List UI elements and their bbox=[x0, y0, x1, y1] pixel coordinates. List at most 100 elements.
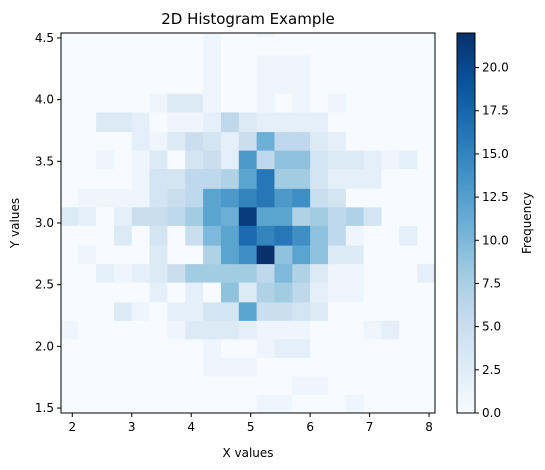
heatmap-cell bbox=[131, 188, 150, 208]
heatmap-cell bbox=[220, 55, 240, 76]
heatmap-cell bbox=[417, 245, 436, 265]
heatmap-cell bbox=[327, 357, 347, 377]
heatmap-cell bbox=[274, 338, 293, 358]
heatmap-cell bbox=[292, 206, 311, 226]
heatmap-cell bbox=[381, 111, 400, 133]
heatmap-cell bbox=[149, 357, 168, 377]
heatmap-cell bbox=[238, 394, 258, 414]
heatmap-cell bbox=[96, 36, 115, 56]
heatmap-cell bbox=[149, 33, 168, 38]
heatmap-cell bbox=[96, 168, 115, 189]
colorbar-label: Frequency bbox=[520, 192, 534, 254]
heatmap-cell bbox=[417, 33, 436, 38]
heatmap-cell bbox=[78, 357, 97, 377]
heatmap-cell bbox=[327, 320, 347, 340]
y-tick-label: 4.0 bbox=[35, 93, 54, 107]
heatmap-cell bbox=[399, 263, 418, 283]
heatmap-cell bbox=[310, 225, 329, 246]
heatmap-cell bbox=[399, 375, 418, 395]
heatmap-cell bbox=[61, 357, 79, 377]
heatmap-cell bbox=[274, 375, 293, 395]
heatmap-cell bbox=[78, 225, 97, 246]
heatmap-cell bbox=[256, 74, 275, 94]
heatmap-cell bbox=[292, 263, 311, 283]
heatmap-cell bbox=[61, 131, 79, 151]
heatmap-cell bbox=[167, 206, 186, 226]
heatmap-cell bbox=[238, 36, 258, 56]
heatmap-cell bbox=[381, 168, 400, 189]
heatmap-cell bbox=[417, 320, 436, 340]
heatmap-cell bbox=[345, 245, 365, 265]
heatmap-cell bbox=[327, 111, 347, 133]
heatmap-cell bbox=[78, 301, 97, 321]
heatmap-cell bbox=[238, 320, 258, 340]
heatmap-cell bbox=[113, 150, 133, 170]
heatmap-cell bbox=[399, 282, 418, 303]
heatmap-cell bbox=[149, 225, 168, 246]
heatmap-cell bbox=[381, 282, 400, 303]
heatmap-cell bbox=[310, 301, 329, 321]
heatmap-cell bbox=[167, 74, 186, 94]
heatmap-cell bbox=[203, 55, 222, 76]
heatmap-cell bbox=[417, 375, 436, 395]
heatmap-cell bbox=[256, 150, 275, 170]
heatmap-cell bbox=[292, 225, 311, 246]
heatmap-cell bbox=[327, 375, 347, 395]
heatmap-cell bbox=[292, 301, 311, 321]
heatmap-cell bbox=[327, 263, 347, 283]
heatmap-cell bbox=[363, 225, 382, 246]
heatmap-cell bbox=[292, 245, 311, 265]
heatmap-cell bbox=[185, 150, 204, 170]
heatmap-cell bbox=[185, 131, 204, 151]
heatmap-cell bbox=[238, 74, 258, 94]
heatmap-cell bbox=[96, 282, 115, 303]
heatmap-cell bbox=[113, 93, 133, 113]
colorbar-tick-label: 15.0 bbox=[482, 147, 509, 161]
heatmap-cell bbox=[310, 282, 329, 303]
heatmap-cell bbox=[417, 150, 436, 170]
heatmap-cell bbox=[113, 36, 133, 56]
heatmap-cell bbox=[310, 74, 329, 94]
heatmap-cell bbox=[185, 55, 204, 76]
heatmap-cell bbox=[78, 394, 97, 414]
heatmap-cell bbox=[238, 225, 258, 246]
heatmap-cell bbox=[131, 245, 150, 265]
heatmap-cell bbox=[167, 131, 186, 151]
heatmap-cell bbox=[292, 168, 311, 189]
heatmap-cell bbox=[185, 282, 204, 303]
heatmap-cell bbox=[96, 320, 115, 340]
heatmap-cell bbox=[327, 55, 347, 76]
heatmap-cell bbox=[274, 206, 293, 226]
heatmap-cell bbox=[131, 93, 150, 113]
heatmap-cell bbox=[203, 301, 222, 321]
heatmap-cell bbox=[113, 206, 133, 226]
heatmap-cell bbox=[363, 320, 382, 340]
heatmap-cell bbox=[327, 33, 347, 38]
heatmap-cell bbox=[96, 245, 115, 265]
heatmap-cell bbox=[185, 111, 204, 133]
heatmap-cell bbox=[274, 301, 293, 321]
heatmap-cell bbox=[399, 320, 418, 340]
heatmap-cell bbox=[381, 150, 400, 170]
heatmap-cell bbox=[399, 150, 418, 170]
heatmap-cell bbox=[167, 245, 186, 265]
heatmap-cell bbox=[256, 111, 275, 133]
heatmap-cell bbox=[78, 375, 97, 395]
heatmap-cell bbox=[167, 168, 186, 189]
heatmap-cell bbox=[185, 168, 204, 189]
heatmap-cell bbox=[167, 301, 186, 321]
heatmap-cell bbox=[274, 131, 293, 151]
heatmap-cell bbox=[185, 36, 204, 56]
heatmap-cell bbox=[96, 357, 115, 377]
heatmap-cell bbox=[131, 375, 150, 395]
heatmap-cell bbox=[363, 55, 382, 76]
heatmap-cell bbox=[345, 206, 365, 226]
heatmap-cell bbox=[345, 282, 365, 303]
heatmap-cell bbox=[327, 394, 347, 414]
heatmap-cell bbox=[167, 225, 186, 246]
heatmap-cell bbox=[220, 131, 240, 151]
heatmap-cell bbox=[363, 33, 382, 38]
heatmap-cell bbox=[381, 206, 400, 226]
heatmap-cell bbox=[381, 301, 400, 321]
